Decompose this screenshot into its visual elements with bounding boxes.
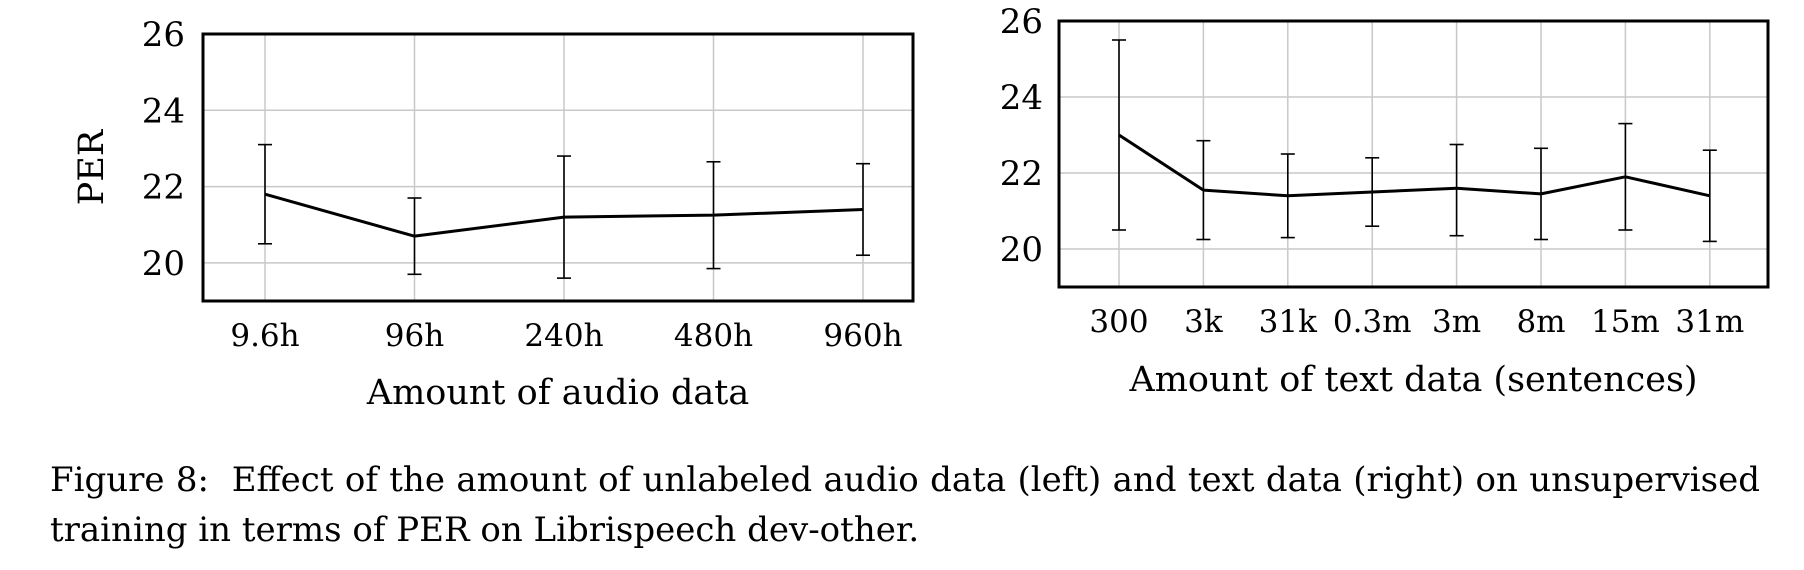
audio-xtick-label: 960h — [823, 318, 902, 354]
text-ytick-label: 24 — [1000, 78, 1043, 118]
audio-plot-frame — [201, 32, 915, 303]
audio-ytick-label: 22 — [142, 168, 185, 208]
text-ytick-label: 20 — [1000, 230, 1043, 270]
audio-xtick-label: 9.6h — [230, 318, 299, 354]
audio-xtick-label: 240h — [524, 318, 603, 354]
figure-caption: Figure 8: Effect of the amount of unlabe… — [50, 455, 1760, 555]
text-plot-frame — [1057, 19, 1770, 289]
text-ytick-label: 26 — [1000, 2, 1043, 42]
text-xtick-label: 3k — [1184, 304, 1223, 340]
chart-text-data: 20 22 24 26 300 3k 31k 0.3m 3m 8m 15m 31m Amount of … — [1000, 2, 1770, 400]
audio-ytick-label: 24 — [142, 91, 185, 131]
caption-label: Figure 8: — [50, 460, 209, 500]
text-xtick-label: 300 — [1089, 304, 1148, 340]
audio-xtick-label: 96h — [385, 318, 444, 354]
audio-ytick-label: 26 — [142, 15, 185, 55]
audio-ytick-label: 20 — [142, 244, 185, 284]
audio-xtick-label: 480h — [674, 318, 753, 354]
text-xtick-label: 31m — [1675, 304, 1744, 340]
caption-text: Effect of the amount of unlabeled audio … — [50, 460, 1760, 550]
text-xaxis-label: Amount of text data (sentences) — [1128, 360, 1697, 400]
audio-xaxis-label: Amount of audio data — [366, 373, 749, 413]
text-xtick-label: 31k — [1259, 304, 1317, 340]
audio-yaxis-label: PER — [72, 128, 112, 205]
text-xtick-label: 15m — [1591, 304, 1660, 340]
figure-charts: 20 22 24 26 9.6h 96h 240h 480h 960h Amount of aud… — [72, 2, 1770, 413]
text-ytick-label: 22 — [1000, 154, 1043, 194]
text-series-line — [1118, 133, 1711, 198]
text-xtick-label: 8m — [1516, 304, 1565, 340]
text-xtick-label: 0.3m — [1333, 304, 1412, 340]
text-xtick-label: 3m — [1432, 304, 1481, 340]
chart-audio-data: 20 22 24 26 9.6h 96h 240h 480h 960h Amount of aud… — [72, 15, 915, 413]
